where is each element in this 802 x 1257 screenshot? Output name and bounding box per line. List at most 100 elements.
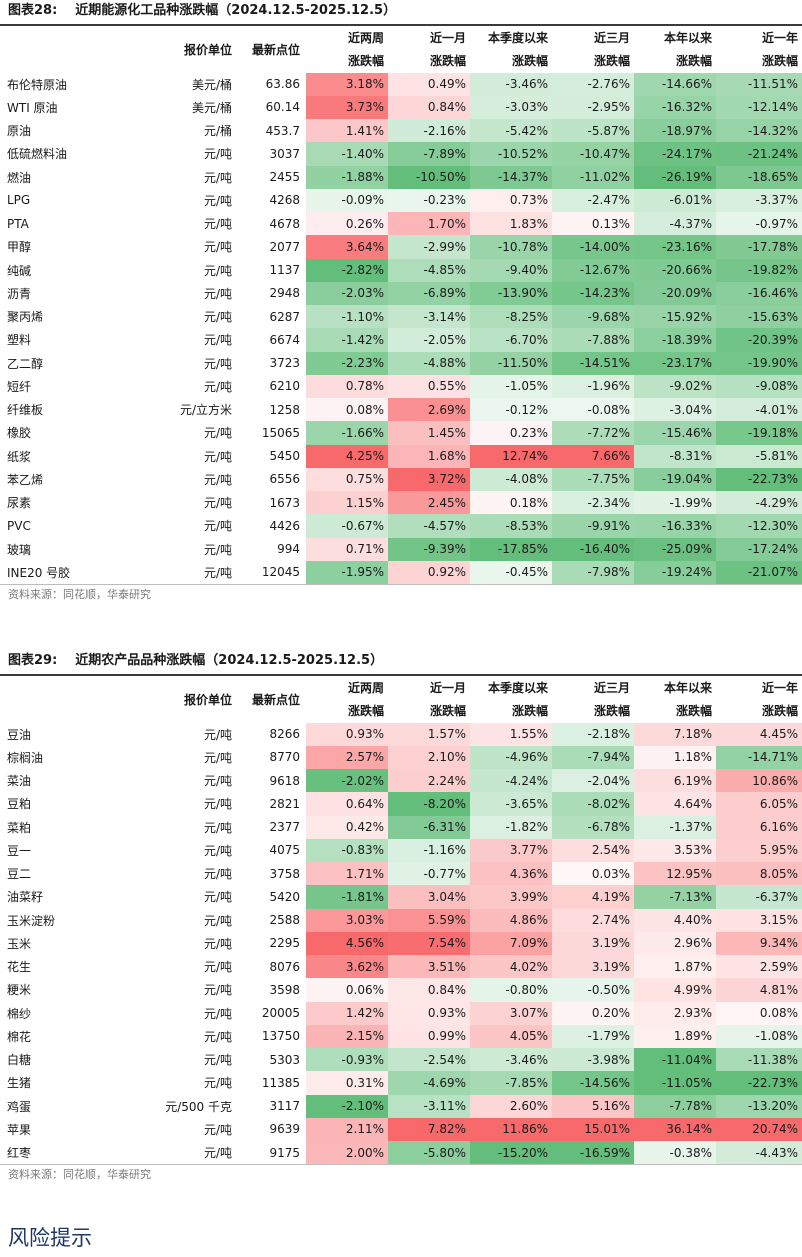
change-cell: -21.07% — [716, 560, 802, 584]
quote-unit: 元/吨 — [203, 1029, 232, 1044]
figure-title-text: 近期农产品品种涨跌幅（2024.12.5-2025.12.5） — [75, 653, 384, 668]
latest-points: 6210 — [269, 379, 300, 394]
change-cell: -1.42% — [306, 328, 388, 352]
column-header: 近一月 — [429, 681, 466, 696]
latest-points: 2377 — [269, 820, 300, 835]
quote-unit: 元/吨 — [203, 843, 232, 858]
latest-points: 63.86 — [265, 77, 300, 92]
table-row: 生猪 元/吨 11385 0.31% -4.69% -7.85% -14.56% -11.05… — [5, 1071, 802, 1095]
latest-points: 2077 — [269, 239, 300, 254]
latest-points: 6674 — [269, 332, 300, 347]
change-cell: -11.50% — [470, 351, 552, 375]
latest-points: 20005 — [261, 1006, 300, 1021]
column-header: 涨跌幅 — [593, 704, 630, 719]
change-cell: 4.02% — [470, 955, 552, 979]
change-cell: -10.52% — [470, 142, 552, 166]
product-name: PVC — [7, 518, 31, 533]
change-cell: -0.67% — [306, 514, 388, 538]
table-row: 粳米 元/吨 3598 0.06% 0.84% -0.80% -0.50% 4.99% 4.81… — [5, 978, 802, 1002]
change-cell: 0.26% — [306, 212, 388, 236]
change-cell: -0.08% — [552, 398, 634, 422]
change-cell: -4.08% — [470, 467, 552, 491]
latest-points: 3117 — [269, 1099, 300, 1114]
change-cell: 0.93% — [388, 1001, 470, 1025]
latest-points: 994 — [277, 542, 300, 557]
column-header: 近一年 — [761, 31, 798, 46]
table-row: 豆油 元/吨 8266 0.93% 1.57% 1.55% -2.18% 7.18% 4.45% — [5, 722, 802, 746]
latest-points: 3723 — [269, 356, 300, 371]
change-cell: 6.05% — [716, 792, 802, 816]
quote-unit: 元/吨 — [203, 379, 232, 394]
change-cell: -26.19% — [634, 165, 716, 189]
change-cell: -7.89% — [388, 142, 470, 166]
column-header: 本季度以来 — [487, 31, 548, 46]
change-cell: -3.46% — [470, 1048, 552, 1072]
change-cell: 7.18% — [634, 722, 716, 746]
change-cell: 1.89% — [634, 1024, 716, 1048]
change-cell: -11.02% — [552, 165, 634, 189]
change-cell: -6.78% — [552, 815, 634, 839]
quote-unit: 元/吨 — [203, 240, 232, 255]
product-name: WTI 原油 — [7, 100, 58, 115]
change-cell: 0.71% — [306, 537, 388, 561]
table-row: 豆一 元/吨 4075 -0.83% -1.16% 3.77% 2.54% 3.53% 5.95… — [5, 838, 802, 862]
column-header: 涨跌幅 — [511, 704, 548, 719]
change-cell: 0.18% — [470, 491, 552, 515]
product-name: 尿素 — [7, 496, 32, 511]
change-cell: -1.05% — [470, 374, 552, 398]
column-header: 涨跌幅 — [761, 54, 798, 69]
quote-unit: 元/吨 — [203, 310, 232, 325]
change-cell: 0.42% — [306, 815, 388, 839]
change-cell: 6.16% — [716, 815, 802, 839]
quote-unit: 元/吨 — [203, 263, 232, 278]
change-cell: -18.97% — [634, 119, 716, 143]
change-cell: -1.88% — [306, 165, 388, 189]
change-cell: -11.51% — [716, 72, 802, 96]
column-header: 涨跌幅 — [761, 704, 798, 719]
table-row: 原油 元/桶 453.7 1.41% -2.16% -5.42% -5.87% -18.97%… — [5, 119, 802, 143]
product-name: 纯碱 — [7, 263, 32, 278]
figure-29-title: 图表29: 近期农产品品种涨跌幅（2024.12.5-2025.12.5） — [0, 650, 802, 676]
latest-points: 15065 — [261, 425, 300, 440]
change-cell: -12.30% — [716, 514, 802, 538]
quote-unit: 元/吨 — [203, 983, 232, 998]
table-row: 红枣 元/吨 9175 2.00% -5.80% -15.20% -16.59% -0.38%… — [5, 1141, 802, 1165]
header-points: 最新点位 — [251, 42, 300, 57]
agricultural-table: 报价单位 最新点位 近两周 近一月 本季度以来 近三月 本年以来 近一年 涨跌幅 涨跌幅 涨跌幅 涨跌… — [5, 676, 802, 1165]
change-cell: -2.05% — [388, 328, 470, 352]
latest-points: 5450 — [269, 449, 300, 464]
latest-points: 4075 — [269, 843, 300, 858]
change-cell: -9.08% — [716, 374, 802, 398]
change-cell: 1.42% — [306, 1001, 388, 1025]
quote-unit: 元/吨 — [203, 565, 232, 580]
change-cell: -7.94% — [552, 745, 634, 769]
change-cell: -22.73% — [716, 467, 802, 491]
change-cell: 1.15% — [306, 491, 388, 515]
quote-unit: 元/吨 — [203, 960, 232, 975]
change-cell: -0.50% — [552, 978, 634, 1002]
risk-warning-heading: 风险提示 — [8, 1226, 92, 1250]
change-cell: -0.38% — [634, 1141, 716, 1165]
change-cell: 0.84% — [388, 95, 470, 119]
change-cell: -14.37% — [470, 165, 552, 189]
latest-points: 3758 — [269, 866, 300, 881]
column-header: 近一月 — [429, 31, 466, 46]
change-cell: -3.11% — [388, 1094, 470, 1118]
change-cell: 3.19% — [552, 955, 634, 979]
change-cell: 1.45% — [388, 421, 470, 445]
change-cell: -1.66% — [306, 421, 388, 445]
change-cell: 4.36% — [470, 862, 552, 886]
figure-28-title: 图表28: 近期能源化工品种涨跌幅（2024.12.5-2025.12.5） — [0, 0, 802, 26]
change-cell: 1.55% — [470, 722, 552, 746]
change-cell: -23.16% — [634, 235, 716, 259]
change-cell: 0.84% — [388, 978, 470, 1002]
quote-unit: 美元/桶 — [191, 77, 232, 92]
change-cell: 1.57% — [388, 722, 470, 746]
change-cell: -24.17% — [634, 142, 716, 166]
change-cell: -9.39% — [388, 537, 470, 561]
change-cell: -10.50% — [388, 165, 470, 189]
table-row: 苹果 元/吨 9639 2.11% 7.82% 11.86% 15.01% 36.14% 20.… — [5, 1117, 802, 1141]
change-cell: -15.20% — [470, 1141, 552, 1165]
product-name: 粳米 — [7, 983, 32, 998]
change-cell: 4.19% — [552, 885, 634, 909]
